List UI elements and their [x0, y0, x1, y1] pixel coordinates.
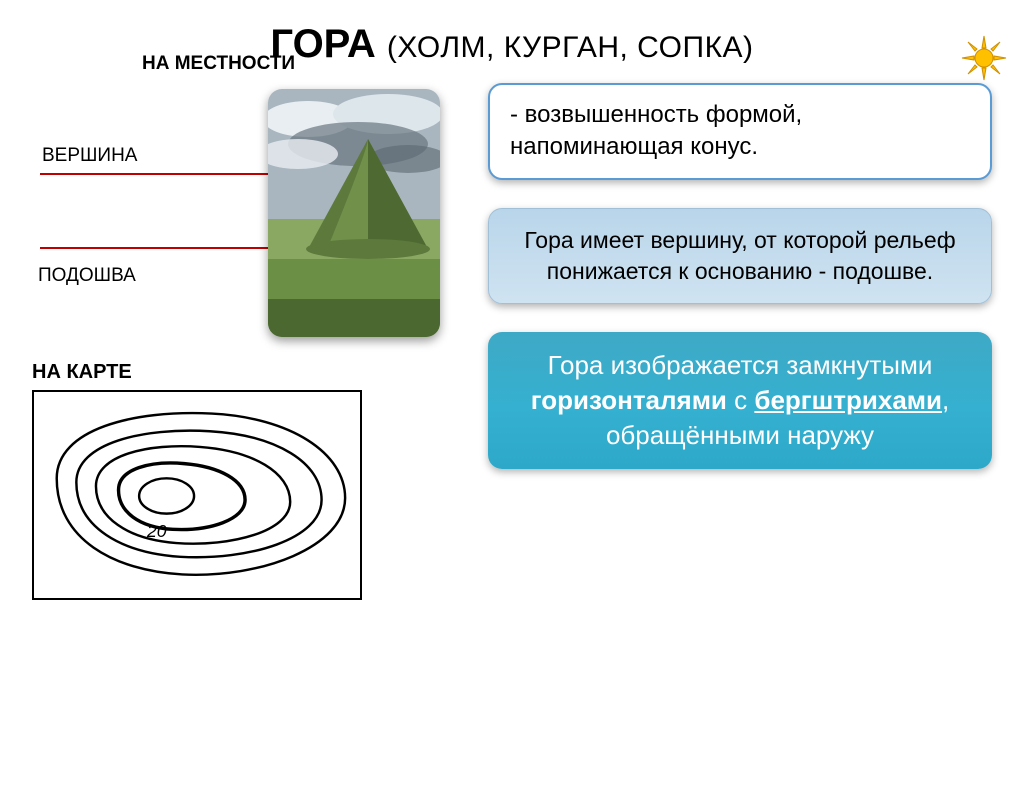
terrain-photo: [268, 89, 440, 337]
vershina-label: ВЕРШИНА: [42, 145, 137, 167]
title-sub: (ХОЛМ, КУРГАН, СОПКА): [387, 31, 754, 64]
contour-map: 20: [32, 390, 362, 600]
map-block: НА КАРТЕ 20: [32, 361, 462, 600]
definition-box-text: - возвышенность формой, напоминающая кон…: [510, 101, 802, 160]
contour-value-text: 20: [146, 521, 167, 541]
map-rule-text: Гора изображается замкнутыми горизонталя…: [531, 350, 950, 450]
description-box-text: Гора имеет вершину, от которой рельеф по…: [524, 227, 955, 284]
description-box: Гора имеет вершину, от которой рельеф по…: [488, 208, 992, 304]
on-map-label: НА КАРТЕ: [32, 361, 462, 384]
map-rule-box: Гора изображается замкнутыми горизонталя…: [488, 332, 992, 469]
definition-box: - возвышенность формой, напоминающая кон…: [488, 83, 992, 180]
sun-icon: [960, 34, 1008, 82]
on-terrain-label: НА МЕСТНОСТИ: [142, 53, 295, 75]
terrain-block: НА МЕСТНОСТИ ВЕРШИНА ПОДОШВА: [32, 83, 462, 343]
arrow-podoshva-line: [40, 247, 278, 249]
podoshva-label: ПОДОШВА: [38, 265, 136, 287]
